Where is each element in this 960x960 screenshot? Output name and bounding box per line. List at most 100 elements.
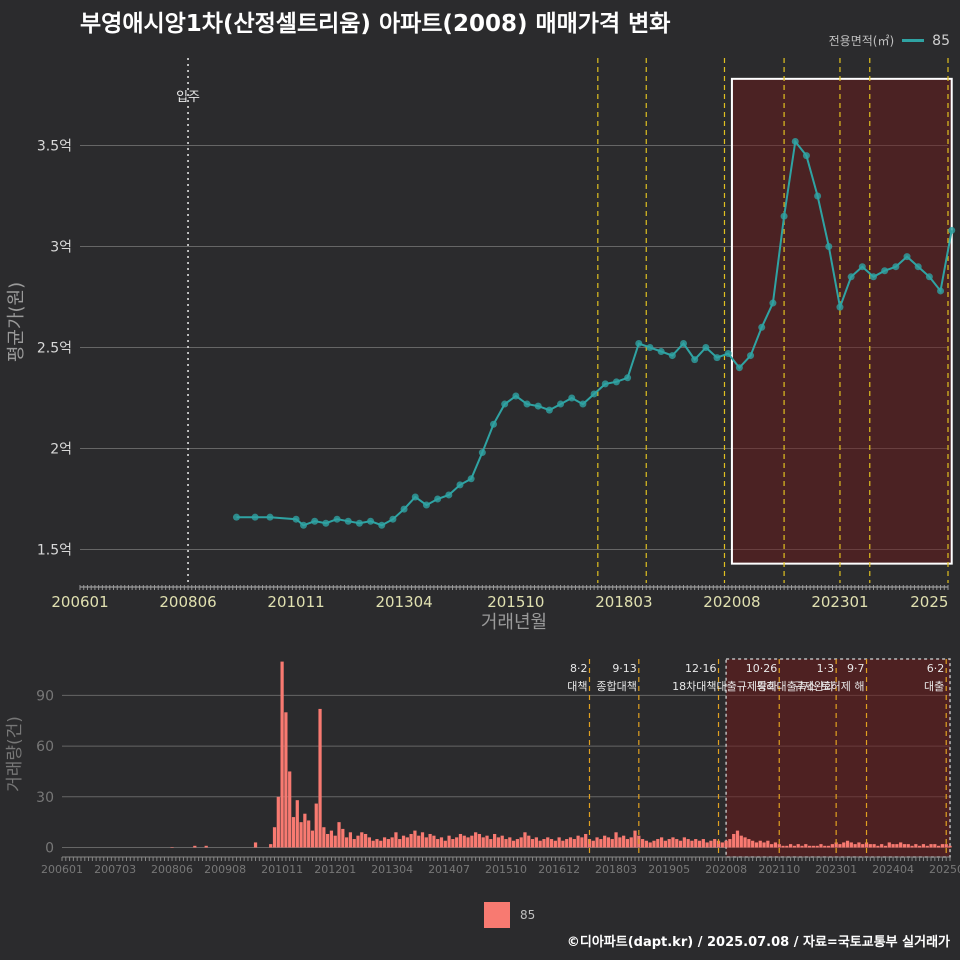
volume-bar — [792, 845, 797, 848]
volume-bar — [751, 840, 755, 848]
volume-bar — [508, 837, 512, 848]
volume-bar — [694, 839, 698, 848]
volume-bar — [929, 844, 933, 848]
volume-bar — [496, 837, 501, 848]
legend-line-swatch — [902, 39, 925, 42]
volume-bar — [326, 833, 330, 848]
volume-x-tick-label: 202301 — [815, 863, 857, 876]
volume-bar — [933, 844, 937, 848]
price-point — [914, 263, 922, 271]
volume-bar — [830, 844, 834, 848]
volume-bar — [530, 839, 535, 848]
price-point — [322, 519, 330, 527]
volume-bar — [576, 835, 580, 848]
volume-bar — [800, 845, 804, 848]
price-point — [534, 402, 542, 410]
volume-bar — [918, 845, 922, 848]
volume-bar — [728, 839, 732, 848]
volume-bar — [944, 844, 948, 848]
volume-x-tick-label: 200908 — [204, 863, 246, 876]
volume-bar — [451, 839, 455, 848]
volume-bar — [777, 844, 781, 848]
volume-bar — [481, 837, 485, 848]
volume-bar — [697, 840, 702, 848]
price-point — [735, 364, 743, 372]
volume-bar — [470, 835, 474, 848]
volume-bar — [557, 837, 561, 848]
volume-bar — [382, 837, 387, 848]
policy-name-label: 대출 — [924, 680, 944, 693]
volume-bar — [367, 837, 371, 848]
price-point — [579, 400, 587, 408]
volume-bar — [891, 844, 895, 848]
price-point — [355, 519, 363, 527]
volume-bar — [549, 839, 554, 848]
volume-bar — [641, 839, 645, 848]
volume-bar — [633, 830, 637, 848]
bottom-legend: 85 — [484, 902, 535, 928]
volume-bar — [857, 842, 861, 848]
volume-bar — [295, 800, 299, 848]
volume-bar — [606, 837, 611, 848]
volume-bar — [276, 796, 280, 848]
volume-x-tick-label: 201905 — [648, 863, 690, 876]
volume-bar — [720, 842, 724, 848]
volume-bar — [538, 840, 542, 848]
price-point — [713, 354, 721, 362]
price-point — [814, 192, 822, 200]
price-point — [478, 449, 486, 457]
volume-bar — [652, 840, 656, 848]
volume-bar — [758, 840, 762, 848]
volume-x-tick-label: 202404 — [872, 863, 914, 876]
volume-bar — [675, 839, 679, 848]
volume-bar — [705, 842, 709, 848]
volume-bar — [709, 840, 713, 848]
volume-bar — [781, 845, 785, 848]
volume-bar — [447, 835, 451, 848]
volume-bar — [811, 845, 815, 848]
price-x-tick-label: 202301 — [811, 593, 868, 611]
volume-bar — [493, 833, 497, 848]
volume-bar — [329, 830, 334, 848]
volume-bar — [580, 837, 584, 848]
volume-bar — [773, 842, 778, 848]
price-point — [937, 287, 945, 295]
volume-bar — [861, 844, 865, 848]
volume-bar — [902, 844, 907, 848]
policy-name-label: 18차대책 — [672, 680, 716, 693]
price-point — [758, 323, 766, 331]
volume-bar — [584, 833, 588, 848]
price-point — [892, 263, 900, 271]
price-x-tick-label: 201304 — [375, 593, 432, 611]
volume-bar — [307, 820, 311, 848]
volume-x-tick-label: 201510 — [485, 863, 527, 876]
volume-bar — [682, 837, 686, 848]
volume-bar — [458, 833, 463, 848]
volume-bar — [834, 842, 838, 848]
volume-bar — [333, 835, 337, 848]
volume-bar — [789, 844, 793, 848]
volume-bar — [887, 842, 891, 848]
volume-bar — [724, 840, 728, 848]
volume-bar — [568, 837, 573, 848]
volume-bar — [310, 830, 315, 848]
volume-x-tick-label: 200601 — [41, 863, 83, 876]
volume-bar — [853, 844, 857, 848]
policy-name-label: 규제완화 — [794, 680, 834, 693]
price-point — [523, 400, 531, 408]
volume-x-tick-label: 200703 — [94, 863, 136, 876]
volume-bar — [599, 839, 603, 848]
volume-highlight-box — [725, 658, 951, 858]
volume-bar — [678, 840, 683, 848]
volume-bar — [785, 845, 789, 848]
volume-bar — [424, 837, 428, 848]
volume-bar — [272, 827, 277, 848]
volume-x-tick-label: 200806 — [151, 863, 193, 876]
price-point — [266, 513, 274, 521]
volume-bar — [610, 839, 614, 848]
volume-bar — [713, 839, 717, 848]
volume-bar — [439, 837, 444, 848]
price-point — [881, 267, 889, 275]
price-point — [847, 273, 855, 281]
volume-bar — [363, 833, 368, 848]
